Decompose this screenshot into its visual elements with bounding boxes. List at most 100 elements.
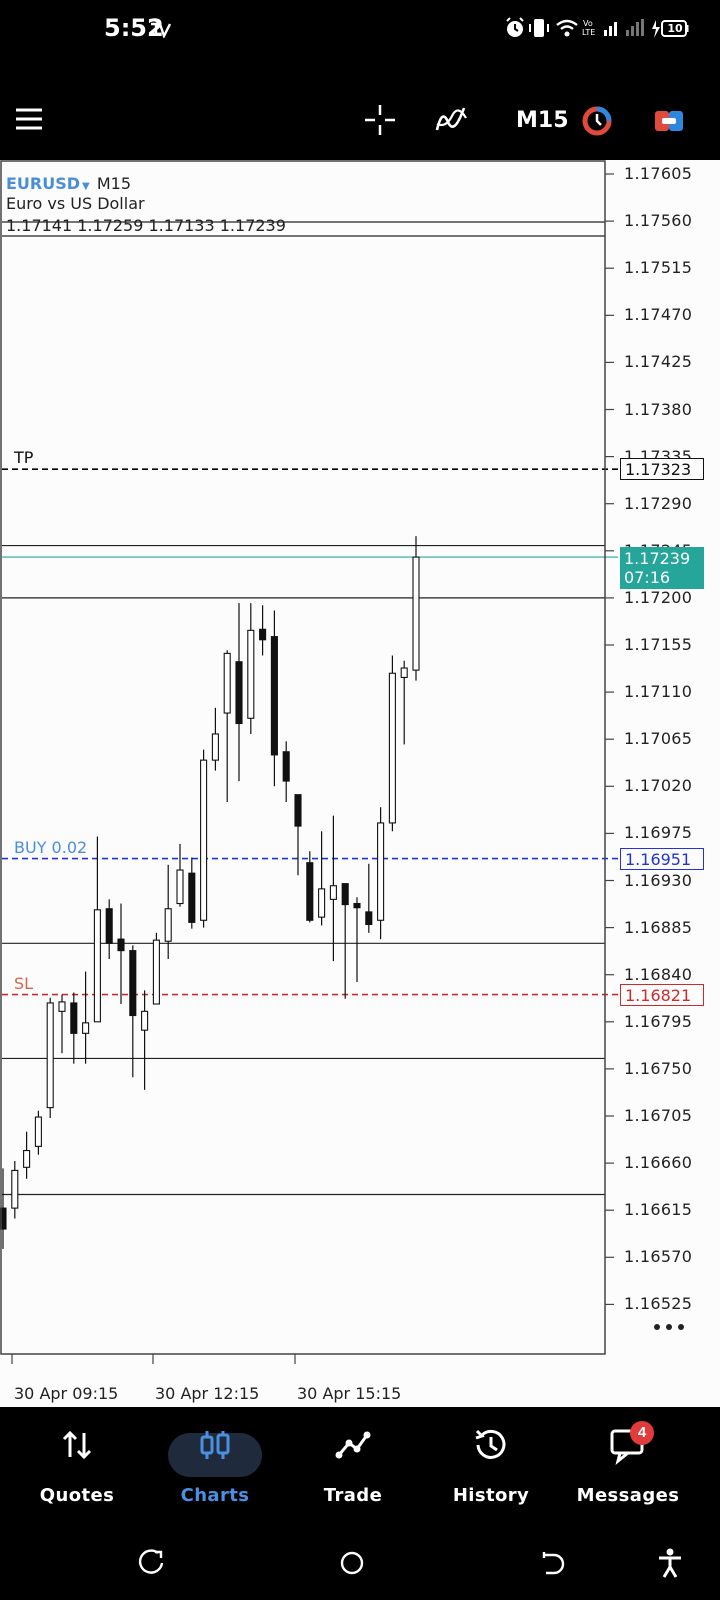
candle-body bbox=[200, 759, 208, 921]
price-axis-label: 1.16885 bbox=[624, 917, 693, 937]
chart-area[interactable]: EURUSD ▼ M15 Euro vs US Dollar 1.17141 1.… bbox=[0, 160, 720, 1407]
nav-trade[interactable]: Trade bbox=[293, 1407, 413, 1527]
price-axis-label: 1.16705 bbox=[624, 1106, 693, 1125]
time-label: 30 Apr 09:15 bbox=[14, 1384, 119, 1403]
candle[interactable] bbox=[412, 536, 420, 681]
svg-text:Vo: Vo bbox=[583, 19, 593, 28]
nav-label: History bbox=[452, 1485, 530, 1506]
candle[interactable] bbox=[93, 836, 101, 1023]
candle[interactable] bbox=[58, 994, 66, 1054]
candle[interactable] bbox=[294, 794, 302, 876]
candle[interactable] bbox=[282, 741, 290, 802]
candle-body bbox=[247, 629, 255, 719]
candle[interactable] bbox=[152, 932, 160, 1005]
tp-line-label: TP bbox=[14, 448, 34, 467]
candle[interactable] bbox=[105, 899, 113, 959]
quotes-icon bbox=[62, 1430, 92, 1460]
sl-line-label[interactable]: SL bbox=[14, 974, 34, 993]
price-axis-label: 1.17560 bbox=[624, 211, 693, 231]
candle[interactable] bbox=[365, 863, 373, 933]
candle-body bbox=[211, 733, 219, 761]
buy-price-box: 1.16951 bbox=[620, 848, 704, 870]
recent-apps-icon[interactable] bbox=[138, 1549, 166, 1577]
candle[interactable] bbox=[34, 1110, 42, 1155]
candle[interactable] bbox=[329, 815, 337, 962]
candle[interactable] bbox=[164, 864, 172, 959]
candle-body bbox=[400, 667, 408, 678]
nav-history[interactable]: History bbox=[431, 1407, 551, 1527]
more-horizontal-icon[interactable] bbox=[652, 1320, 686, 1334]
candle[interactable] bbox=[341, 883, 349, 999]
candle-body bbox=[34, 1116, 42, 1147]
back-icon[interactable] bbox=[540, 1549, 568, 1577]
candle[interactable] bbox=[188, 857, 196, 929]
candle-body bbox=[377, 822, 385, 921]
candle[interactable] bbox=[211, 707, 219, 771]
candle[interactable] bbox=[0, 1168, 7, 1249]
candle-body bbox=[141, 1010, 149, 1031]
candle[interactable] bbox=[129, 945, 137, 1078]
svg-text:LTE: LTE bbox=[582, 28, 595, 37]
candle[interactable] bbox=[400, 660, 408, 745]
volte-icon: Vo LTE bbox=[582, 19, 595, 37]
candle[interactable] bbox=[306, 851, 314, 923]
vibrate-icon bbox=[529, 19, 549, 37]
candle[interactable] bbox=[377, 807, 385, 940]
buy-line-label[interactable]: BUY 0.02 bbox=[14, 838, 88, 857]
symbol-dropdown-icon[interactable]: ▼ bbox=[82, 181, 90, 192]
candle-body bbox=[105, 908, 113, 944]
sl-price-box: 1.16821 bbox=[620, 984, 704, 1006]
candle[interactable] bbox=[259, 605, 267, 656]
candle[interactable] bbox=[318, 831, 326, 926]
candle[interactable] bbox=[11, 1161, 19, 1219]
price-chart[interactable] bbox=[0, 160, 720, 1407]
price-axis-label: 1.16525 bbox=[624, 1294, 693, 1314]
symbol-header[interactable]: EURUSD ▼ M15 bbox=[6, 174, 131, 193]
clock-icon[interactable] bbox=[580, 104, 614, 138]
candle-body bbox=[46, 1002, 54, 1109]
home-icon[interactable] bbox=[338, 1549, 366, 1577]
candle-body bbox=[282, 751, 290, 782]
nav-quotes[interactable]: Quotes bbox=[17, 1407, 137, 1527]
candle[interactable] bbox=[46, 997, 54, 1119]
candle-body bbox=[58, 1001, 66, 1012]
trade-panel-icon[interactable] bbox=[652, 104, 686, 138]
candle[interactable] bbox=[235, 603, 243, 782]
candle[interactable] bbox=[353, 897, 361, 983]
candle-body bbox=[412, 556, 420, 671]
nav-messages[interactable]: 4 Messages bbox=[568, 1407, 688, 1527]
indicators-icon[interactable] bbox=[434, 104, 468, 136]
candle[interactable] bbox=[141, 990, 149, 1090]
candle-body bbox=[294, 794, 302, 827]
timeframe-button[interactable]: M15 bbox=[516, 108, 569, 133]
accessibility-icon[interactable] bbox=[656, 1547, 684, 1579]
candle[interactable] bbox=[200, 749, 208, 928]
candle-body bbox=[93, 909, 101, 1023]
candle[interactable] bbox=[23, 1131, 31, 1179]
price-axis-label: 1.17470 bbox=[624, 305, 693, 325]
candle-body bbox=[341, 883, 349, 906]
menu-icon[interactable] bbox=[14, 104, 46, 136]
system-navigation bbox=[0, 1527, 720, 1600]
tp-price-box: 1.17323 bbox=[620, 458, 704, 480]
charging-battery-icon bbox=[652, 20, 689, 38]
candle[interactable] bbox=[270, 610, 278, 787]
nav-label: Messages bbox=[576, 1485, 680, 1506]
candle[interactable] bbox=[223, 650, 231, 802]
candle-body bbox=[176, 869, 184, 905]
candle[interactable] bbox=[176, 843, 184, 907]
nav-label: Trade bbox=[323, 1485, 383, 1506]
nav-charts[interactable]: Charts bbox=[155, 1407, 275, 1527]
candle[interactable] bbox=[82, 971, 90, 1064]
price-axis-label: 1.16660 bbox=[624, 1153, 693, 1173]
candle-body bbox=[129, 950, 137, 1017]
candle[interactable] bbox=[117, 903, 125, 1005]
candle[interactable] bbox=[70, 992, 78, 1064]
price-axis-label: 1.17380 bbox=[624, 399, 693, 419]
candle[interactable] bbox=[388, 655, 396, 832]
history-icon bbox=[475, 1429, 506, 1459]
symbol-name[interactable]: EURUSD bbox=[6, 174, 81, 193]
candle[interactable] bbox=[247, 603, 255, 734]
crosshair-icon[interactable] bbox=[364, 104, 396, 136]
candle-body bbox=[164, 908, 172, 942]
